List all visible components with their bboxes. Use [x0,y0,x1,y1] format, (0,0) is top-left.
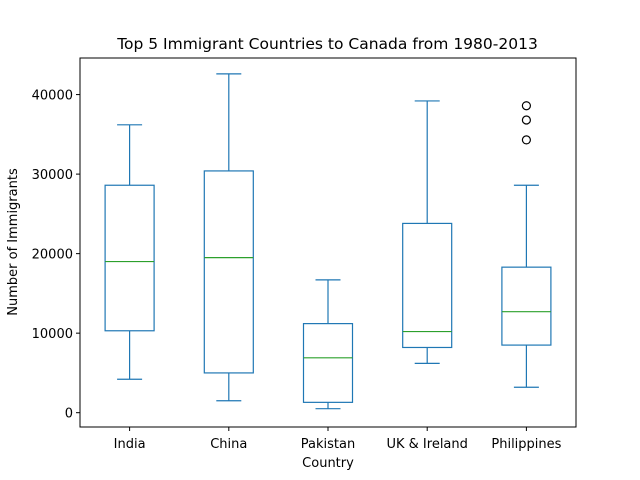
y-axis: 0 10000 20000 30000 40000 [32,89,80,422]
x-tick-label: India [114,437,146,452]
box-group [302,279,354,410]
box-group [104,124,155,380]
x-axis-label: Country [302,456,354,471]
outlier-point [521,115,532,125]
y-axis-label: Number of Immigrants [6,168,21,316]
iqr-box [203,170,254,374]
box-group [203,73,254,402]
plot-area [104,73,552,410]
x-tick-label: Philippines [491,437,561,452]
x-tick-label: China [210,437,247,452]
iqr-box [302,323,354,403]
y-tick-label: 0 [65,407,73,422]
iqr-box [104,184,155,332]
y-tick-label: 20000 [32,248,73,263]
y-tick-label: 10000 [32,327,73,342]
y-tick-label: 30000 [32,168,73,183]
box-group [501,101,552,388]
x-tick-label: Pakistan [301,437,355,452]
outlier-point [521,101,532,111]
chart-title: Top 5 Immigrant Countries to Canada from… [116,35,538,53]
box-group [402,100,453,364]
x-tick-label: UK & Ireland [386,437,467,452]
outlier-point [521,135,532,145]
iqr-box [402,222,453,349]
x-axis: India China Pakistan UK & Ireland Philippine… [114,427,562,452]
y-tick-label: 40000 [32,89,73,104]
iqr-box [501,266,552,346]
